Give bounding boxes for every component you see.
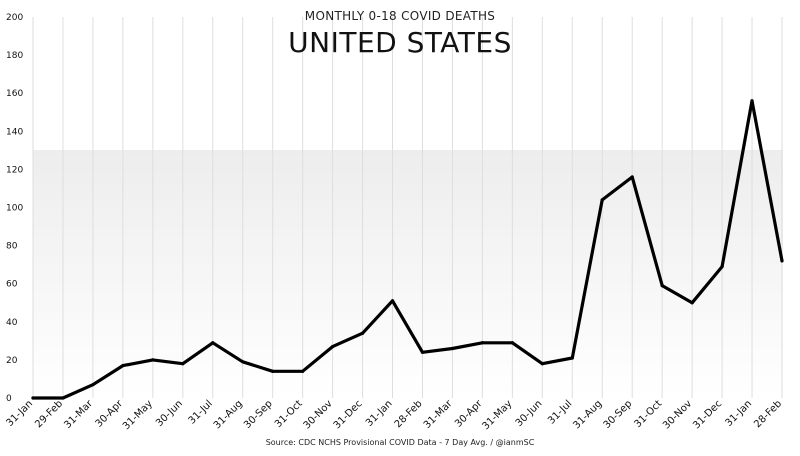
data-point xyxy=(181,362,185,366)
x-tick-label: 31-Dec xyxy=(332,398,365,431)
data-point xyxy=(241,360,245,364)
data-point xyxy=(780,259,784,263)
y-tick-label: 20 xyxy=(6,356,18,366)
data-point xyxy=(660,284,664,288)
x-tick-label: 31-Jan xyxy=(364,398,395,429)
data-point xyxy=(151,358,155,362)
data-point xyxy=(450,346,455,351)
data-point xyxy=(271,369,275,373)
x-tick-label: 30-Jun xyxy=(514,398,545,429)
data-point xyxy=(31,396,35,400)
y-tick-label: 100 xyxy=(6,204,23,214)
y-tick-label: 40 xyxy=(6,318,18,328)
y-tick-label: 0 xyxy=(6,394,12,404)
x-tick-label: 31-Aug xyxy=(571,398,604,431)
data-point xyxy=(91,383,95,387)
x-tick-label: 31-Oct xyxy=(273,398,305,430)
x-tick-label: 31-Mar xyxy=(62,398,95,431)
chart-title: UNITED STATES xyxy=(288,26,512,59)
data-point xyxy=(690,301,694,305)
data-point xyxy=(480,341,484,345)
x-tick-label: 31-Jul xyxy=(187,398,215,426)
y-tick-label: 140 xyxy=(6,127,23,137)
x-tick-label: 31-Aug xyxy=(212,398,245,431)
y-tick-label: 160 xyxy=(6,89,23,99)
chart-subtitle: MONTHLY 0-18 COVID DEATHS xyxy=(304,9,496,23)
x-tick-label: 30-Nov xyxy=(302,398,335,431)
data-point xyxy=(540,362,544,366)
data-point xyxy=(390,299,395,303)
x-tick-label: 31-Mar xyxy=(422,398,455,431)
y-axis: 0 20 40 60 80 100 120 140 160 180 200 xyxy=(6,13,23,404)
chart-source: Source: CDC NCHS Provisional COVID Data … xyxy=(265,438,535,447)
x-tick-label: 31-Jul xyxy=(546,398,574,426)
data-point xyxy=(720,264,724,269)
x-tick-label: 30-Nov xyxy=(661,398,694,431)
data-point xyxy=(360,331,365,335)
data-point xyxy=(600,198,604,202)
data-point xyxy=(331,344,335,349)
data-point xyxy=(750,99,754,103)
x-tick-label: 28-Feb xyxy=(393,398,425,430)
x-tick-label: 31-Jan xyxy=(724,398,755,429)
data-point xyxy=(420,350,425,354)
data-point xyxy=(301,369,305,373)
x-tick-label: 28-Feb xyxy=(752,398,784,430)
x-tick-label: 31-Dec xyxy=(691,398,724,431)
grid-lines xyxy=(32,17,783,398)
y-tick-label: 80 xyxy=(6,242,18,252)
data-point xyxy=(630,175,634,179)
y-tick-label: 200 xyxy=(6,13,23,23)
y-tick-label: 120 xyxy=(6,165,23,175)
data-point xyxy=(211,341,215,345)
x-tick-label: 31-Oct xyxy=(633,398,665,430)
data-point xyxy=(570,356,574,360)
x-tick-label: 30-Sep xyxy=(242,398,275,431)
x-tick-label: 29-Feb xyxy=(33,398,65,430)
data-point xyxy=(510,341,514,345)
data-point xyxy=(61,396,65,400)
series-path xyxy=(31,99,784,400)
data-point xyxy=(121,364,125,368)
x-tick-label: 30-Jun xyxy=(154,398,185,429)
y-tick-label: 60 xyxy=(6,280,18,290)
x-tick-label: 31-May xyxy=(481,398,515,432)
y-tick-label: 180 xyxy=(6,51,23,61)
series-line xyxy=(31,99,784,400)
x-tick-label: 30-Sep xyxy=(602,398,635,431)
x-tick-label: 31-May xyxy=(121,398,155,432)
